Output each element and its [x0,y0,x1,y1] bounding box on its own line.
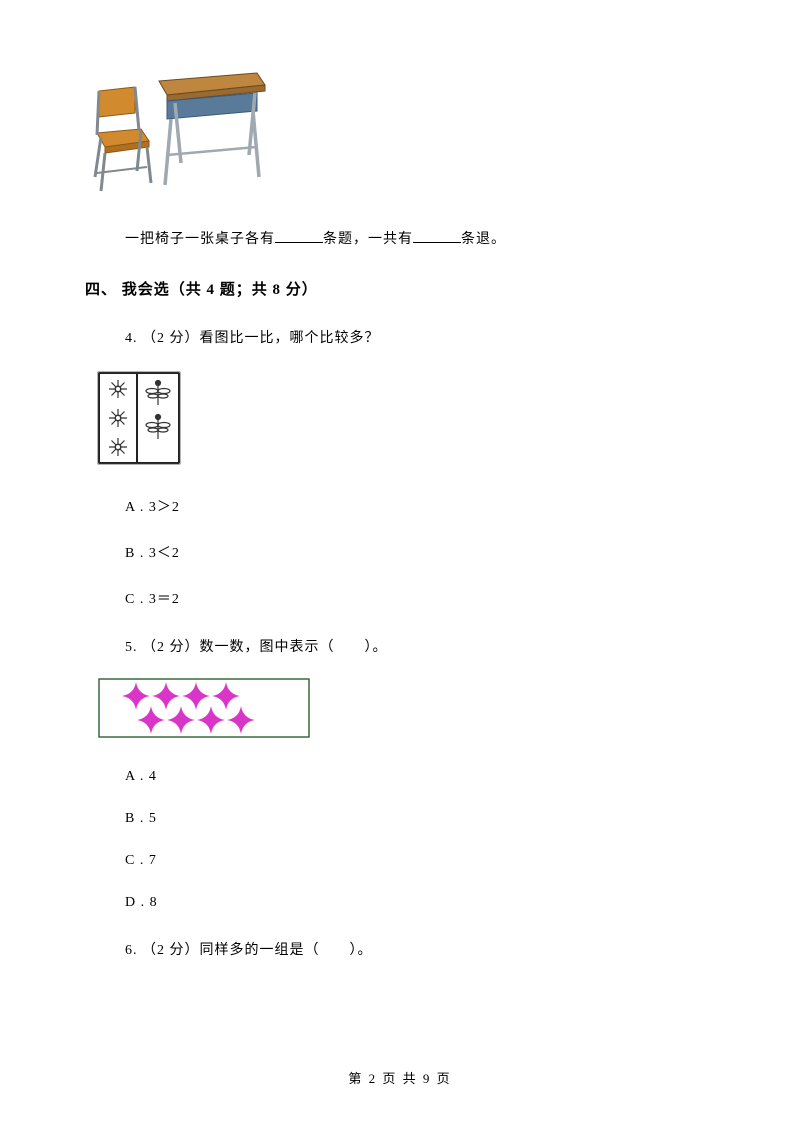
q4-option-c: C . 3＝2 [125,588,715,608]
section-4-header: 四、 我会选（共 4 题；共 8 分） [85,278,715,299]
q5-option-d: D . 8 [125,895,715,911]
question-4-stem: 4. （2 分）看图比一比，哪个比较多？ [125,327,715,347]
blank-1 [275,229,323,243]
fill-text-after: 条退。 [461,232,506,247]
desk-chair-illustration [87,55,267,195]
fill-blank-question: 一把椅子一张桌子各有 条题，一共有 条退。 [125,228,715,248]
q4-option-a: A . 3＞2 [125,496,715,516]
page-footer: 第 2 页 共 9 页 [0,1068,800,1087]
fill-text-before: 一把椅子一张桌子各有 [125,232,275,247]
q5-option-c: C . 7 [125,853,715,869]
comparison-illustration [97,371,181,465]
q4-option-b: B . 3＜2 [125,542,715,562]
fill-text-middle: 条题，一共有 [323,232,413,247]
question-6-stem: 6. （2 分）同样多的一组是（ ）。 [125,939,715,959]
stars-illustration [98,678,310,738]
blank-2 [413,229,461,243]
q5-option-b: B . 5 [125,811,715,827]
question-5-stem: 5. （2 分）数一数，图中表示（ ）。 [125,636,715,656]
q5-option-a: A . 4 [125,769,715,785]
